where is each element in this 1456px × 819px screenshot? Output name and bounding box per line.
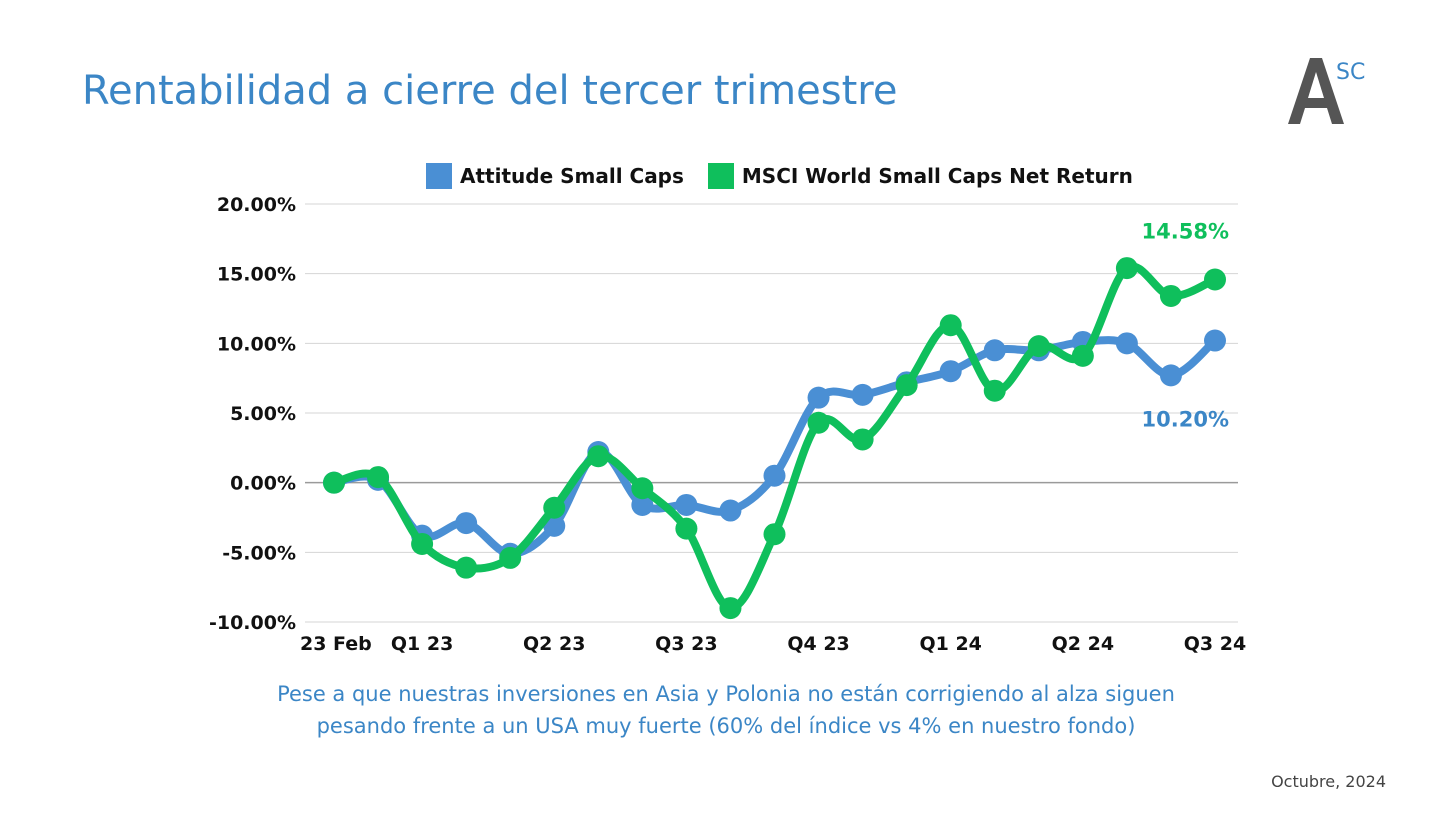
end-label-msci: 14.58% (1142, 220, 1229, 244)
data-point (763, 523, 786, 546)
data-point (1159, 284, 1182, 307)
x-tick-label: Q4 23 (787, 633, 849, 655)
y-tick-label: -10.00% (209, 612, 296, 634)
data-point (983, 379, 1006, 402)
y-tick-label: 0.00% (230, 473, 296, 495)
y-tick-label: -5.00% (222, 542, 296, 564)
data-point (807, 411, 830, 434)
page-title: Rentabilidad a cierre del tercer trimest… (82, 68, 898, 114)
data-point (323, 471, 345, 494)
data-point (631, 477, 654, 500)
date-label: Octubre, 2024 (1271, 772, 1386, 791)
data-point (543, 496, 566, 519)
legend-swatch-attitude (426, 163, 452, 189)
data-point (895, 374, 918, 397)
data-point (1204, 329, 1226, 352)
data-point (1159, 364, 1182, 387)
data-point (675, 517, 698, 540)
caption-line-2: pesando frente a un USA muy fuerte (60% … (316, 714, 1136, 738)
data-point (1204, 268, 1226, 291)
data-point (939, 360, 962, 383)
data-point (763, 464, 786, 487)
data-point (1027, 335, 1050, 358)
data-point (851, 428, 874, 451)
data-point (983, 339, 1006, 362)
data-point (1071, 344, 1094, 367)
chart-caption: Pese a que nuestras inversiones en Asia … (226, 678, 1226, 742)
data-point (367, 466, 390, 489)
x-tick-label: Q2 24 (1052, 633, 1114, 655)
y-tick-label: 20.00% (217, 194, 296, 216)
data-point (411, 532, 434, 555)
legend-item-attitude[interactable]: Attitude Small Caps (426, 163, 684, 189)
series-line-msci (330, 262, 1219, 613)
data-point (719, 597, 742, 620)
logo-letter-a-icon: A (1288, 58, 1344, 124)
logo-superscript: SC (1336, 60, 1366, 85)
data-point (851, 383, 874, 406)
data-point (455, 512, 478, 535)
data-point (1115, 257, 1138, 280)
data-point (807, 386, 830, 409)
end-label-attitude: 10.20% (1142, 408, 1229, 432)
x-tick-label: Q1 24 (919, 633, 981, 655)
x-tick-label: Q3 23 (655, 633, 717, 655)
data-point (631, 493, 654, 516)
x-tick-label: 23 Feb (300, 633, 372, 655)
x-tick-label: Q2 23 (523, 633, 585, 655)
chart-legend: Attitude Small Caps MSCI World Small Cap… (426, 162, 1133, 190)
y-tick-label: 15.00% (217, 264, 296, 286)
data-point (499, 546, 522, 569)
data-point (1115, 332, 1138, 355)
data-point (939, 314, 962, 337)
y-tick-label: 10.00% (217, 333, 296, 355)
logo: A SC (1284, 56, 1374, 128)
caption-line-1: Pese a que nuestras inversiones en Asia … (277, 682, 1175, 706)
x-tick-label: Q3 24 (1184, 633, 1246, 655)
data-point (719, 499, 742, 522)
data-point (455, 556, 478, 579)
data-point (675, 493, 698, 516)
legend-label-msci: MSCI World Small Caps Net Return (741, 164, 1133, 188)
legend-swatch-msci (707, 163, 734, 189)
y-tick-label: 5.00% (230, 403, 296, 425)
legend-label-attitude: Attitude Small Caps (460, 164, 684, 188)
legend-item-msci[interactable]: MSCI World Small Caps Net Return (707, 163, 1133, 189)
x-tick-label: Q1 23 (391, 633, 453, 655)
data-point (587, 445, 610, 468)
